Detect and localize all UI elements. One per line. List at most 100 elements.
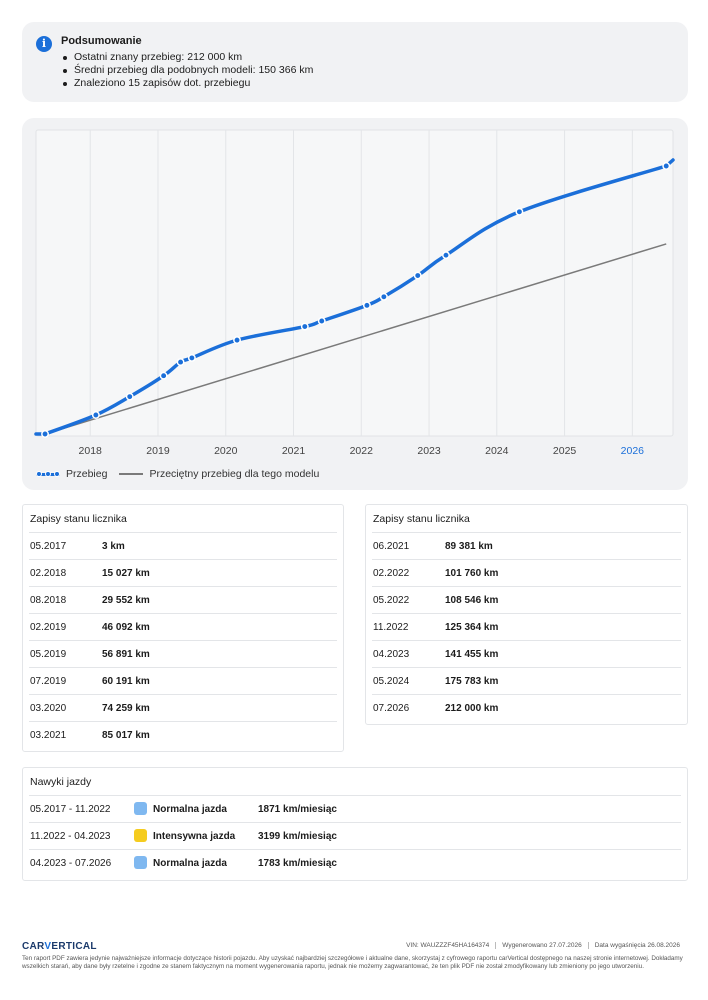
footer-meta: VIN: WAUZZZF45HA164374 Wygenerowano 27.0… bbox=[400, 942, 686, 949]
table-row: 07.2019 60 191 km bbox=[29, 667, 337, 694]
table-title: Zapisy stanu licznika bbox=[30, 513, 127, 525]
data-point bbox=[662, 162, 671, 170]
info-icon: i bbox=[36, 36, 52, 52]
data-point bbox=[413, 271, 422, 280]
habit-period: 04.2023 - 07.2026 bbox=[30, 858, 112, 869]
row-mileage: 46 092 km bbox=[102, 622, 150, 633]
habit-rate: 1783 km/miesiąc bbox=[258, 858, 337, 869]
mileage-chart-card: 2018 2019 2020 2021 2022 2023 2024 2025 2026 Prz… bbox=[22, 118, 688, 490]
data-point bbox=[379, 292, 388, 301]
data-point bbox=[41, 430, 49, 438]
habits-body: 05.2017 - 11.2022 Normalna jazda 1871 km/m… bbox=[23, 795, 687, 876]
row-mileage: 89 381 km bbox=[445, 541, 493, 552]
habits-title: Nawyki jazdy bbox=[30, 776, 92, 788]
row-mileage: 108 546 km bbox=[445, 595, 499, 606]
data-point bbox=[317, 317, 326, 325]
data-point bbox=[233, 336, 241, 345]
habit-period: 11.2022 - 04.2023 bbox=[30, 831, 111, 842]
row-mileage: 29 552 km bbox=[102, 595, 150, 606]
mileage-chart: 2018 2019 2020 2021 2022 2023 2024 2025 2026 bbox=[34, 129, 675, 457]
habit-color-swatch bbox=[134, 856, 147, 869]
row-date: 08.2018 bbox=[30, 595, 67, 606]
summary-list: Ostatni znany przebieg: 212 000 km Średn… bbox=[60, 51, 313, 90]
plot-area bbox=[35, 129, 674, 437]
habit-rate: 1871 km/miesiąc bbox=[258, 804, 337, 815]
x-tick-label: 2025 bbox=[553, 445, 577, 457]
summary-title: Podsumowanie bbox=[61, 35, 142, 47]
row-date: 03.2020 bbox=[30, 703, 67, 714]
row-mileage: 101 760 km bbox=[445, 568, 499, 579]
footer-expires: Data wygaśnięcia 26.08.2026 bbox=[587, 942, 686, 949]
data-point bbox=[187, 353, 196, 362]
data-point bbox=[91, 411, 100, 419]
data-point bbox=[176, 358, 185, 367]
x-tick-label: 2020 bbox=[214, 445, 238, 457]
row-mileage: 74 259 km bbox=[102, 703, 150, 714]
row-date: 02.2019 bbox=[30, 622, 67, 633]
habit-color-swatch bbox=[134, 829, 147, 842]
row-mileage: 15 027 km bbox=[102, 568, 150, 579]
table-row: 03.2021 85 017 km bbox=[29, 721, 337, 748]
odometer-table-left: Zapisy stanu licznika 05.2017 3 km 02.2018… bbox=[22, 504, 344, 752]
table-body: 06.2021 89 381 km 02.2022 101 760 km 05.2022… bbox=[366, 532, 687, 721]
table-row: 08.2018 29 552 km bbox=[29, 586, 337, 613]
data-point bbox=[442, 251, 450, 260]
row-date: 07.2026 bbox=[373, 703, 410, 714]
table-row: 05.2019 56 891 km bbox=[29, 640, 337, 667]
table-row: 02.2022 101 760 km bbox=[372, 559, 681, 586]
row-mileage: 85 017 km bbox=[102, 730, 150, 741]
table-body: 05.2017 3 km 02.2018 15 027 km 08.2018 29 552… bbox=[23, 532, 343, 748]
summary-item: Ostatni znany przebieg: 212 000 km bbox=[60, 51, 313, 64]
habit-style: Intensywna jazda bbox=[153, 831, 236, 842]
data-point bbox=[362, 301, 371, 310]
series-line-mileage bbox=[43, 158, 675, 436]
row-mileage: 125 364 km bbox=[445, 622, 499, 633]
habit-color-swatch bbox=[134, 802, 147, 815]
row-date: 02.2022 bbox=[373, 568, 410, 579]
series-line-average bbox=[44, 243, 667, 435]
chart-legend: Przebieg Przeciętny przebieg dla tego mo… bbox=[36, 468, 331, 480]
carvertical-logo: CARVERTICAL bbox=[22, 941, 97, 952]
habit-style: Normalna jazda bbox=[153, 804, 227, 815]
row-mileage: 56 891 km bbox=[102, 649, 150, 660]
legend-item-mileage: Przebieg bbox=[36, 468, 107, 480]
row-date: 06.2021 bbox=[373, 541, 410, 552]
table-row: 07.2026 212 000 km bbox=[372, 694, 681, 721]
row-mileage: 141 455 km bbox=[445, 649, 499, 660]
data-point bbox=[125, 392, 134, 401]
data-point bbox=[300, 322, 309, 331]
data-point bbox=[159, 371, 168, 380]
row-date: 05.2017 bbox=[30, 541, 67, 552]
x-tick-label: 2021 bbox=[282, 445, 306, 457]
legend-swatch-average bbox=[119, 469, 144, 479]
table-title: Zapisy stanu licznika bbox=[373, 513, 470, 525]
table-row: 02.2019 46 092 km bbox=[29, 613, 337, 640]
summary-item: Średni przebieg dla podobnych modeli: 15… bbox=[60, 64, 313, 77]
row-date: 07.2019 bbox=[30, 676, 67, 687]
footer-vin: VIN: WAUZZZF45HA164374 bbox=[406, 942, 490, 949]
habit-row: 11.2022 - 04.2023 Intensywna jazda 3199 km… bbox=[29, 822, 681, 849]
x-tick-label: 2023 bbox=[417, 445, 441, 457]
x-tick-label: 2024 bbox=[485, 445, 509, 457]
row-date: 05.2024 bbox=[373, 676, 410, 687]
footer-generated: Wygenerowano 27.07.2026 bbox=[495, 942, 587, 949]
legend-label-average: Przeciętny przebieg dla tego modelu bbox=[149, 468, 320, 480]
row-mileage: 3 km bbox=[102, 541, 125, 552]
table-row: 05.2024 175 783 km bbox=[372, 667, 681, 694]
habit-row: 05.2017 - 11.2022 Normalna jazda 1871 km/m… bbox=[29, 795, 681, 822]
legend-swatch-mileage bbox=[36, 469, 60, 479]
table-row: 05.2017 3 km bbox=[29, 532, 337, 559]
table-row: 03.2020 74 259 km bbox=[29, 694, 337, 721]
row-date: 02.2018 bbox=[30, 568, 67, 579]
row-date: 11.2022 bbox=[373, 622, 409, 633]
footer-disclaimer: Ten raport PDF zawiera jedynie najważnie… bbox=[22, 955, 683, 971]
row-mileage: 175 783 km bbox=[445, 676, 499, 687]
table-row: 05.2022 108 546 km bbox=[372, 586, 681, 613]
legend-label-mileage: Przebieg bbox=[66, 468, 108, 480]
habit-period: 05.2017 - 11.2022 bbox=[30, 804, 111, 815]
row-date: 05.2019 bbox=[30, 649, 67, 660]
habit-row: 04.2023 - 07.2026 Normalna jazda 1783 km/m… bbox=[29, 849, 681, 876]
table-row: 11.2022 125 364 km bbox=[372, 613, 681, 640]
x-tick-label: 2026 bbox=[621, 445, 645, 457]
odometer-table-right: Zapisy stanu licznika 06.2021 89 381 km 02… bbox=[365, 504, 688, 725]
